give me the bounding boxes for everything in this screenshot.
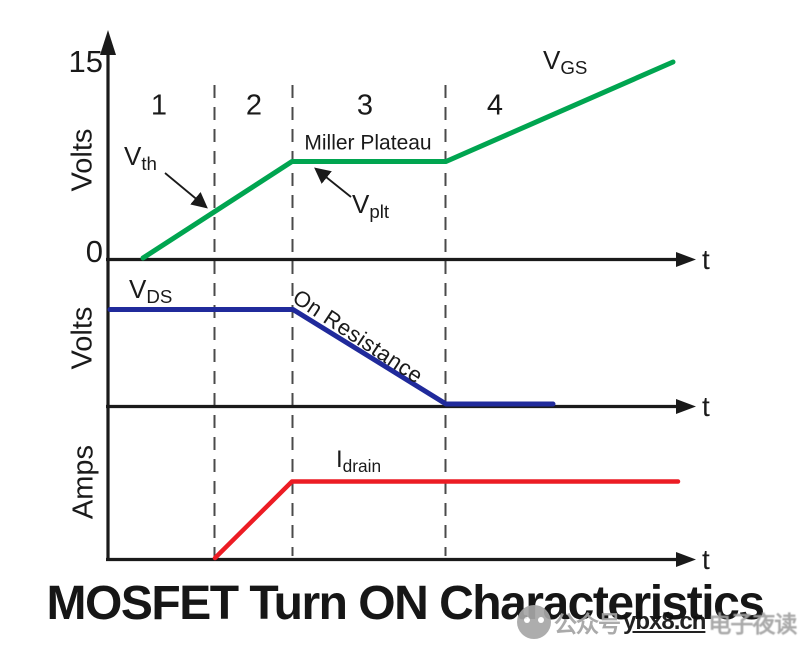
plot2-y-axis-label: Volts: [66, 306, 99, 370]
vplt-label: Vplt: [352, 189, 390, 223]
plot1-t-axis-arrowhead: [676, 252, 696, 267]
plot3-y-axis-label: Amps: [67, 444, 100, 520]
watermark-prefix-text: 公众号: [554, 611, 621, 637]
phase-label-3: 3: [356, 89, 374, 122]
vds-waveform-line: [107, 307, 556, 407]
plot2-t-axis-arrowhead: [676, 399, 696, 414]
y-tick-15: 15: [68, 44, 103, 79]
y-tick-0: 0: [85, 234, 103, 269]
vgs-waveform-line: [140, 59, 676, 261]
phase-label-1: 1: [150, 89, 168, 122]
plot1-y-axis-label: Volts: [66, 128, 99, 192]
vgs-label: VGS: [543, 45, 588, 79]
vth-annotation-arrow: [164, 172, 208, 209]
watermark: 公众号 ybx8.cn 电子夜读: [517, 600, 797, 644]
watermark-logo-icon: [517, 605, 551, 639]
figure-title: MOSFET Turn ON Characteristics: [46, 577, 765, 630]
vds-label: VDS: [129, 274, 173, 308]
vplt-annotation-arrow: [314, 167, 352, 198]
watermark-suffix-text: 电子夜读: [708, 611, 797, 637]
watermark-site-text: ybx8.cn: [623, 608, 706, 635]
plot2-t-axis-label: t: [702, 391, 710, 422]
idrain-label: Idrain: [336, 446, 382, 476]
idrain-waveform-line: [212, 479, 681, 561]
y-axis-arrowhead: [100, 30, 116, 55]
phase-label-2: 2: [245, 89, 263, 122]
phase-label-4: 4: [486, 89, 504, 122]
miller-plateau-label: Miller Plateau: [304, 131, 432, 155]
plot3-t-axis-label: t: [702, 544, 710, 575]
plot3-t-axis-arrowhead: [676, 552, 696, 567]
vth-label: Vth: [124, 141, 157, 175]
plot1-t-axis-label: t: [702, 244, 710, 275]
